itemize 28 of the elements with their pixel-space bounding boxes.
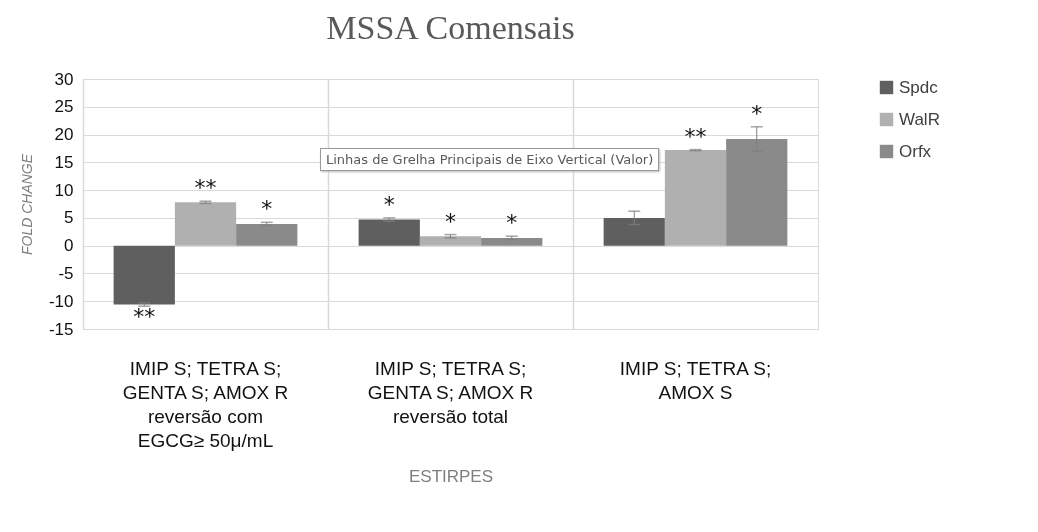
x-tick-label: IMIP S; TETRA S; GENTA S; AMOX R reversão com EGCG≥ 50μ/mL	[122, 357, 289, 451]
y-tick-label: 10	[54, 180, 74, 200]
y-tick-label: -5	[58, 263, 74, 283]
x-tick-label: IMIP S; TETRA S; GENTA S; AMOX R reversão total	[367, 357, 534, 427]
tooltip-box: Linhas de Grelha Principais de Eixo Vertical (Valor)	[320, 148, 660, 171]
y-tick-label: 0	[64, 236, 74, 256]
data-label: *	[506, 210, 518, 236]
y-tick-label: -15	[48, 319, 74, 339]
data-label: *	[751, 100, 763, 126]
y-axis-title: FOLD CHANGE	[18, 153, 35, 256]
legend-label: Spdc	[899, 77, 939, 97]
y-tick-label: 30	[54, 69, 74, 89]
y-tick-label: -10	[48, 291, 74, 311]
legend-label: WalR	[899, 109, 940, 129]
data-label: *	[445, 208, 456, 234]
y-tick-label: 5	[64, 208, 74, 228]
data-label: **	[194, 175, 217, 201]
x-axis-title: ESTIRPES	[408, 466, 494, 486]
data-label: **	[684, 123, 707, 149]
y-tick-label: 25	[54, 97, 74, 117]
chart-title: MSSA Comensais	[326, 9, 575, 46]
y-tick-label: 15	[54, 152, 74, 172]
x-tick-label: IMIP S; TETRA S; AMOX S	[619, 357, 772, 403]
data-label: **	[133, 304, 156, 330]
data-label: *	[261, 196, 273, 222]
data-label: *	[383, 191, 395, 217]
legend-label: Orfx	[899, 141, 932, 161]
y-tick-label: 20	[54, 125, 74, 145]
